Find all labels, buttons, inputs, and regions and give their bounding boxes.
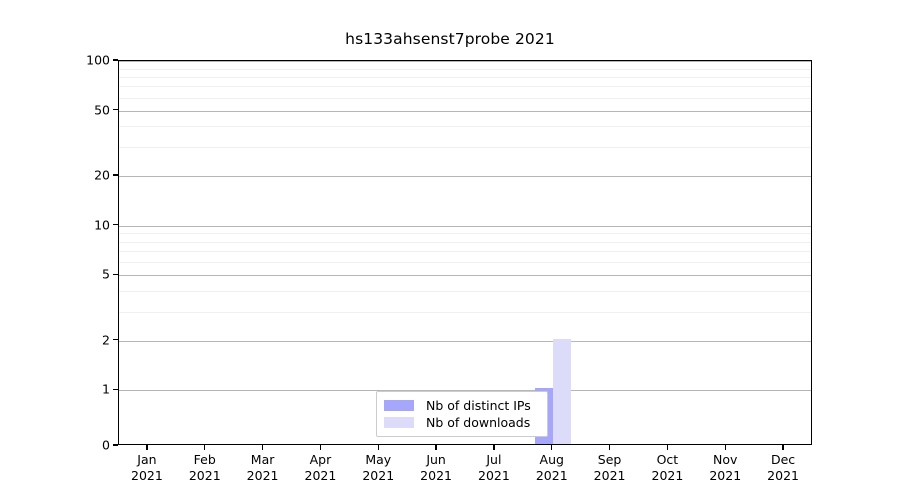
x-axis-tick-month: Mar <box>250 452 275 467</box>
gridline-minor <box>119 291 811 293</box>
legend-item[interactable]: Nb of downloads <box>384 414 540 431</box>
x-axis-tick-label: Nov 2021 <box>709 452 741 484</box>
x-axis-tick-label: Aug 2021 <box>536 452 568 484</box>
gridline-major <box>119 61 811 62</box>
x-axis-tick-label: Jun 2021 <box>420 452 452 484</box>
gridline-major <box>119 390 811 392</box>
gridline-minor <box>119 251 811 253</box>
gridline-minor <box>119 126 811 128</box>
x-axis-tick-mark <box>204 445 206 450</box>
gridline-minor <box>119 68 811 70</box>
x-axis-tick-month: Jan <box>137 452 157 467</box>
x-axis-tick-label: Mar 2021 <box>247 452 279 484</box>
chart-title: hs133ahsenst7probe 2021 <box>345 30 555 48</box>
x-axis-tick-label: Feb 2021 <box>189 452 221 484</box>
x-axis-tick-year: 2021 <box>420 468 452 483</box>
y-axis-tick-label: 1 <box>102 381 110 397</box>
x-axis-tick-month: Dec <box>770 452 796 467</box>
x-axis-tick-mark <box>782 445 784 450</box>
x-axis-tick-marks <box>118 445 812 451</box>
x-axis-tick-mark <box>608 445 611 450</box>
y-axis-tick-mark <box>113 174 118 176</box>
x-axis-tick-month: Apr <box>309 452 332 467</box>
gridline-minor <box>119 147 811 149</box>
gridline-minor <box>119 241 811 243</box>
x-axis-tick-mark <box>493 445 495 450</box>
x-axis-tick-month: Feb <box>193 452 216 467</box>
x-axis-tick-month: Jun <box>426 452 446 467</box>
x-axis-tick-label: Apr 2021 <box>305 452 337 484</box>
y-axis-tick-marks <box>112 59 118 446</box>
y-axis-tick-label: 100 <box>86 52 110 68</box>
chart-legend: Nb of distinct IPs Nb of downloads <box>376 391 548 437</box>
gridline-major <box>119 176 811 178</box>
x-axis-tick-month: Nov <box>713 452 738 467</box>
x-axis-tick-year: 2021 <box>535 468 568 483</box>
x-axis-tick-label: Jul 2021 <box>478 452 510 484</box>
y-axis-tick-mark <box>113 273 118 275</box>
legend-label: Nb of distinct IPs <box>426 398 531 413</box>
plot-area <box>118 60 812 445</box>
y-axis-tick-mark <box>113 444 118 446</box>
gridline-minor <box>119 311 811 313</box>
x-axis-tick-year: 2021 <box>304 468 337 483</box>
y-axis-tick-label: 5 <box>102 266 110 282</box>
gridline-major <box>119 110 811 112</box>
x-axis-tick-mark <box>319 445 321 450</box>
x-axis-tick-label: Sep 2021 <box>594 452 626 484</box>
y-axis-tick-mark <box>113 59 118 61</box>
bar <box>552 338 571 444</box>
x-axis-tick-year: 2021 <box>188 468 221 483</box>
x-axis-tick-year: 2021 <box>651 468 684 483</box>
y-axis-tick-mark <box>113 339 118 341</box>
x-axis-tick-label: Oct 2021 <box>652 452 684 484</box>
x-axis-tick-month: Sep <box>597 452 622 467</box>
x-axis-tick-year: 2021 <box>246 468 279 483</box>
y-axis-tick-mark <box>113 223 118 226</box>
gridline-minor <box>119 233 811 235</box>
y-axis-tick-label: 2 <box>102 332 110 348</box>
x-axis-tick-year: 2021 <box>131 468 163 483</box>
gridline-major <box>119 275 811 277</box>
gridline-minor <box>119 97 811 99</box>
x-axis-tick-mark <box>666 445 668 450</box>
x-axis-tick-year: 2021 <box>709 468 742 483</box>
x-axis-tick-month: Jul <box>486 452 502 467</box>
y-axis-tick-label: 20 <box>94 167 110 183</box>
gridline-minor <box>119 262 811 264</box>
y-axis-tick-labels: 100 50 20 10 5 2 1 0 <box>68 53 110 453</box>
legend-swatch-icon <box>384 417 414 428</box>
legend-item[interactable]: Nb of distinct IPs <box>384 397 540 414</box>
gridline-major <box>119 225 811 227</box>
x-axis-tick-mark <box>724 445 726 450</box>
y-axis-tick-mark <box>113 108 118 111</box>
x-axis-tick-year: 2021 <box>478 468 510 483</box>
gridline-minor <box>119 86 811 88</box>
gridline-major <box>119 340 811 342</box>
legend-label: Nb of downloads <box>426 415 531 430</box>
x-axis-tick-mark <box>377 445 379 450</box>
x-axis-tick-year: 2021 <box>593 468 626 483</box>
x-axis-tick-year: 2021 <box>767 468 799 483</box>
x-axis-tick-mark <box>435 445 437 450</box>
x-axis-tick-mark <box>551 445 553 450</box>
y-axis-tick-mark <box>113 388 118 390</box>
bars-layer <box>119 61 811 444</box>
y-axis-tick-label: 10 <box>94 217 110 233</box>
x-axis-tick-year: 2021 <box>362 468 395 483</box>
x-axis-tick-label: Dec 2021 <box>767 452 799 484</box>
x-axis-tick-label: May 2021 <box>362 452 394 484</box>
x-axis-tick-labels: Jan 2021 Feb 2021 Mar 2021 Apr 2021 May 2021 Jun 20… <box>118 452 812 494</box>
x-axis-tick-mark <box>261 445 264 450</box>
x-axis-tick-month: Oct <box>656 452 679 467</box>
legend-swatch-icon <box>384 400 414 411</box>
y-axis-tick-label: 50 <box>94 102 110 118</box>
x-axis-tick-mark <box>146 445 148 450</box>
x-axis-tick-month: Aug <box>539 452 564 467</box>
gridline-minor <box>119 76 811 78</box>
y-axis-tick-label: 0 <box>102 437 110 453</box>
x-axis-tick-label: Jan 2021 <box>131 452 163 484</box>
x-axis-tick-month: May <box>365 452 392 467</box>
